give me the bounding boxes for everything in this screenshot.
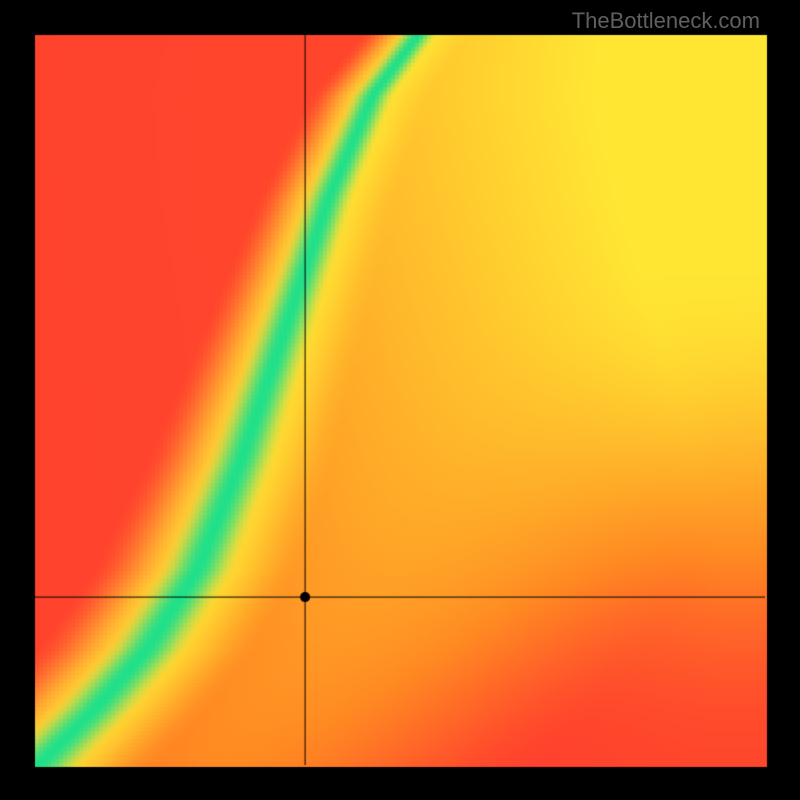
bottleneck-heatmap (0, 0, 800, 800)
watermark-text: TheBottleneck.com (572, 8, 760, 34)
